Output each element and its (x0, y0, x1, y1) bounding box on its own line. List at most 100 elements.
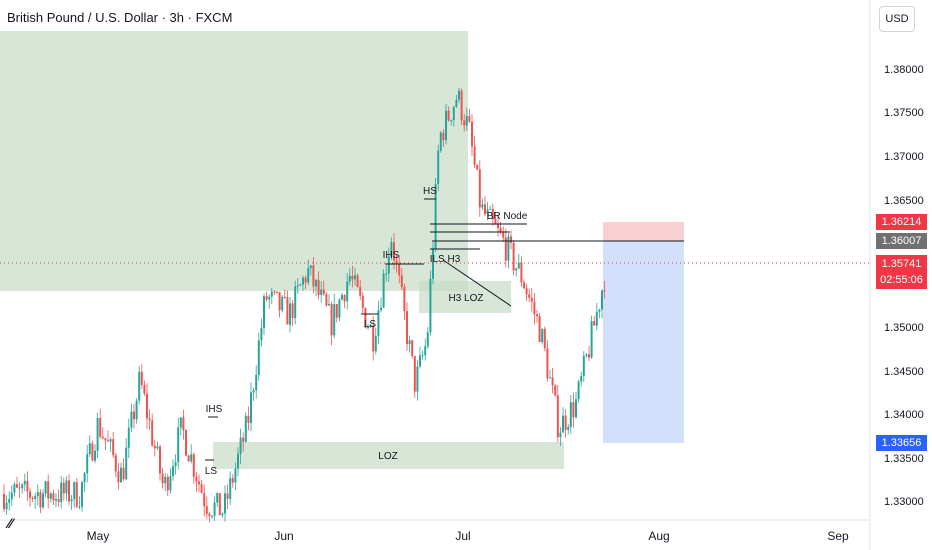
candle-body (31, 497, 34, 500)
candle-body (377, 310, 380, 336)
candle-body (338, 299, 341, 318)
candle-body (486, 209, 489, 215)
candle-body (156, 446, 159, 449)
time-tick: May (87, 529, 110, 543)
candle-body (224, 493, 226, 514)
candle-body (476, 164, 479, 170)
candle-body (286, 297, 289, 325)
candle-body (551, 377, 554, 386)
candle-body (211, 515, 213, 517)
candle-body (554, 385, 557, 396)
candle-body (572, 402, 575, 418)
candle-body (52, 493, 55, 501)
candle-body (257, 340, 260, 375)
candle-body (356, 275, 359, 287)
current-price-value: 1.35741 (881, 258, 922, 270)
candle-body (104, 438, 107, 441)
candle-body (213, 502, 216, 516)
candle-body (494, 219, 497, 225)
candle-body (562, 415, 564, 433)
candle-body (135, 400, 138, 420)
candle-body (62, 482, 65, 494)
candle-body (523, 282, 525, 289)
candle-body (471, 121, 473, 147)
candle-body (172, 466, 174, 477)
candle-body (515, 268, 518, 271)
price-tick: 1.33500 (884, 453, 924, 465)
candle-body (81, 482, 83, 507)
candle-body (3, 493, 5, 510)
candle-body (312, 265, 315, 287)
candle-body (549, 377, 551, 379)
label-ihs-low: IHS (206, 404, 223, 415)
candle-body (580, 376, 583, 382)
candle-body (44, 481, 47, 494)
price-tick: 1.36500 (884, 195, 924, 207)
candle-body (34, 496, 37, 500)
candle-body (393, 242, 395, 261)
candle-body (78, 506, 81, 508)
candle-body (60, 482, 63, 503)
candle-body (601, 290, 603, 310)
candle-body (341, 295, 343, 300)
chart-title: British Pound / U.S. Dollar · 3h · FXCM (7, 10, 233, 25)
candle-body (507, 236, 510, 261)
candle-body (432, 248, 434, 279)
candle-body (395, 260, 398, 264)
candle-body (367, 327, 369, 329)
stop-loss-zone[interactable] (603, 222, 684, 241)
candle-body (309, 265, 312, 269)
candle-body (179, 417, 182, 428)
candle-body (247, 415, 250, 423)
tradingview-logo-icon[interactable]: ⁄⁄ (8, 515, 13, 531)
candle-body (369, 325, 372, 328)
candle-body (502, 232, 505, 238)
candle-body (528, 294, 531, 298)
take-profit-zone[interactable] (603, 241, 684, 443)
candle-body (138, 371, 141, 401)
candle-body (512, 242, 515, 271)
candle-body (75, 482, 78, 507)
candle-body (161, 473, 164, 484)
candle-body (406, 311, 408, 345)
candle-body (564, 415, 567, 430)
candle-body (242, 437, 245, 442)
candle-body (174, 462, 177, 467)
loz-zone[interactable] (213, 442, 564, 469)
currency-selector[interactable]: USD (879, 6, 915, 32)
label-ls-mid: LS (364, 319, 377, 330)
h3-loz-trend-line[interactable] (442, 259, 512, 307)
candle-body (109, 439, 112, 442)
candle-body (83, 473, 86, 483)
supply-zone[interactable] (0, 31, 468, 291)
candle-body (520, 262, 523, 283)
candle-body (588, 354, 590, 358)
price-tick: 1.34500 (884, 366, 924, 378)
candle-body (460, 90, 463, 121)
candle-body (582, 355, 585, 377)
candle-body (590, 321, 593, 358)
candle-body (346, 281, 349, 302)
candle-body (218, 493, 221, 516)
candle-body (252, 390, 255, 393)
candle-body (603, 290, 606, 292)
candle-body (416, 366, 419, 392)
candle-body (504, 237, 507, 261)
candle-body (361, 295, 364, 309)
candle-body (364, 308, 367, 328)
candle-body (229, 478, 232, 499)
candle-body (88, 443, 91, 455)
candle-body (546, 348, 549, 379)
candle-body (567, 426, 570, 430)
candle-body (455, 99, 458, 107)
candle-body (65, 480, 68, 494)
candle-body (187, 455, 190, 462)
candle-body (8, 499, 11, 503)
h3-loz-zone[interactable] (419, 281, 511, 313)
price-tick: 1.37500 (884, 107, 924, 119)
label-br-node: BR Node (487, 211, 528, 222)
candle-body (595, 311, 598, 326)
candle-body (270, 291, 273, 297)
candle-body (517, 262, 520, 269)
